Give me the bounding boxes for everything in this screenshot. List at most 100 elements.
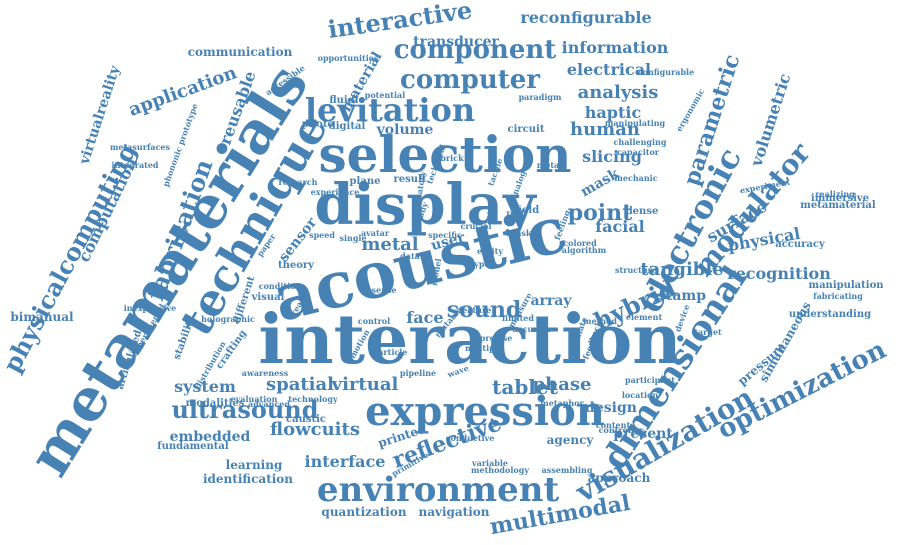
word-digital: digital xyxy=(328,121,366,132)
word-participant: participant xyxy=(625,375,675,385)
word-metaphor: metaphor xyxy=(540,398,584,408)
word-application: application xyxy=(125,62,240,121)
word-condition: condition xyxy=(258,281,302,291)
word-manipulating: manipulating xyxy=(604,118,666,128)
word-point: point xyxy=(567,200,633,226)
word-agency: agency xyxy=(546,433,594,447)
word-real: real xyxy=(506,208,524,218)
word-visual: visual xyxy=(251,292,285,303)
word-ultrasound: ultrasound xyxy=(171,395,319,424)
word-circuit: circuit xyxy=(507,124,545,135)
word-evaluation: evaluation xyxy=(230,394,278,404)
word-phase: phase xyxy=(532,374,592,395)
word-metasurfaces: metasurfaces xyxy=(109,142,171,152)
word-learning: learning xyxy=(225,458,283,472)
word-information: information xyxy=(561,38,669,57)
word-accurate: accurate xyxy=(512,324,552,334)
word-research: research xyxy=(278,177,318,187)
word-caustic: caustic xyxy=(286,414,326,425)
word-speed: speed xyxy=(309,230,335,240)
word-navigation: navigation xyxy=(418,505,490,519)
word-element: element xyxy=(625,312,663,322)
word-photo: photo xyxy=(301,119,335,130)
word-interface: interface xyxy=(304,452,386,471)
word-component: component xyxy=(393,35,557,65)
word-metal: metal xyxy=(361,234,419,255)
word-metamaterial: metamaterial xyxy=(800,200,876,211)
word-electrical: electrical xyxy=(566,60,652,79)
word-plane: plane xyxy=(349,176,381,187)
word-result: result xyxy=(393,174,427,185)
word-accuracy: accuracy xyxy=(775,239,825,250)
word-data: data xyxy=(400,251,420,261)
word-inexpensive: inexpensive xyxy=(123,303,177,313)
word-feature: feature xyxy=(458,305,492,315)
word-awareness: awareness xyxy=(241,368,289,378)
word-specific: specific xyxy=(428,230,462,240)
word-advanced: advanced xyxy=(248,399,290,409)
word-human: human xyxy=(570,119,640,140)
word-communication: communication xyxy=(187,45,293,59)
word-analysis: analysis xyxy=(577,82,659,103)
word-manipulation: manipulation xyxy=(808,280,884,291)
word-variable: variable xyxy=(472,458,508,468)
word-computer: computer xyxy=(399,65,541,95)
word-sense: sense xyxy=(371,285,397,295)
word-fluidic: fluidic xyxy=(329,95,365,106)
word-field: field xyxy=(514,205,540,216)
word-stamp: stamp xyxy=(657,288,707,304)
word-immersive: immersive xyxy=(810,193,870,204)
word-control: control xyxy=(357,316,391,326)
word-algorithm: algorithm xyxy=(561,245,607,255)
word-modalities: modalities xyxy=(185,398,245,409)
word-configurable: configurable xyxy=(637,67,695,77)
word-capacitor: capacitor xyxy=(617,147,659,157)
word-single: single xyxy=(339,233,367,243)
word-bimanual: bimanual xyxy=(10,310,74,324)
word-fundamental: fundamental xyxy=(157,441,229,452)
word-particle: particle xyxy=(372,347,408,357)
word-paradigm: paradigm xyxy=(518,92,562,102)
word-type: type xyxy=(470,259,490,269)
word-fabricating: fabricating xyxy=(813,291,863,301)
word-assembling: assembling xyxy=(541,465,593,475)
word-method: method xyxy=(583,316,617,326)
word-brick: brick xyxy=(440,153,464,163)
word-present: present xyxy=(613,426,673,442)
word-avatar: avatar xyxy=(360,228,390,238)
word-system: system xyxy=(174,377,236,396)
word-task: task xyxy=(512,228,532,238)
word-conductive: conductive xyxy=(445,433,495,443)
word-integrated: integrated xyxy=(111,160,159,170)
word-mechanic: mechanic xyxy=(614,173,658,183)
word-volume: volume xyxy=(376,122,434,138)
word-target: target xyxy=(694,327,722,337)
word-theory: theory xyxy=(277,260,315,271)
word-environment: environment xyxy=(316,470,560,510)
word-tablet: tablet xyxy=(492,375,558,399)
word-understanding: understanding xyxy=(788,309,872,320)
word-face: face xyxy=(406,308,444,327)
word-entity: entity xyxy=(477,246,503,256)
word-identification: identification xyxy=(202,472,294,486)
word-array: array xyxy=(530,293,572,309)
word-multiple: multiple xyxy=(465,343,503,353)
word-meta: meta xyxy=(536,160,560,170)
word-methodology: methodology xyxy=(471,465,529,475)
word-content: content xyxy=(595,420,631,430)
word-potential: potential xyxy=(364,90,406,100)
word-virtual: virtual xyxy=(331,374,399,395)
word-crucial: crucial xyxy=(460,221,492,231)
word-holographic: holographic xyxy=(201,314,255,324)
word-structure: structure xyxy=(615,265,657,275)
word-technology: technology xyxy=(288,394,338,404)
word-realizing: realizing xyxy=(815,189,855,199)
word-controller: controller xyxy=(598,425,644,435)
word-slicing: slicing xyxy=(582,147,642,166)
word-tangible: tangible xyxy=(640,259,724,280)
word-embedded: embedded xyxy=(169,429,251,445)
word-mask: mask xyxy=(578,165,622,201)
word-sound: sound xyxy=(446,297,522,323)
word-limited: limited xyxy=(502,313,534,323)
